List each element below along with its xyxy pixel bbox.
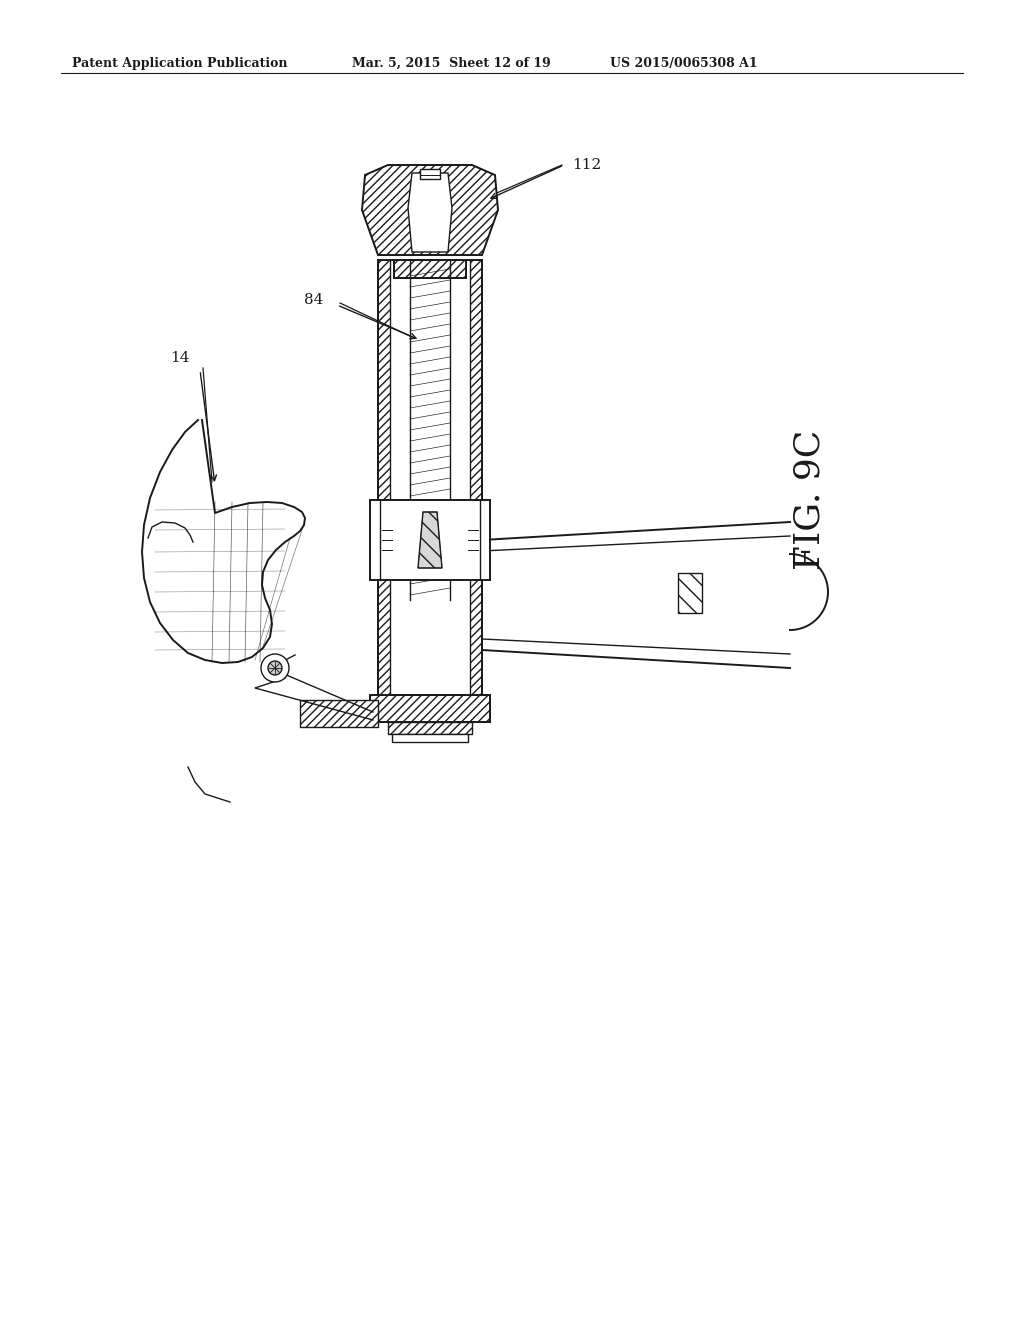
Text: 112: 112: [572, 158, 601, 172]
Bar: [378, 260, 482, 710]
Polygon shape: [408, 173, 452, 252]
Text: FIG. 9C: FIG. 9C: [793, 430, 827, 570]
Polygon shape: [418, 512, 442, 568]
Bar: [388, 722, 472, 734]
Bar: [394, 260, 466, 279]
Bar: [392, 734, 468, 742]
Text: Patent Application Publication: Patent Application Publication: [72, 57, 288, 70]
Bar: [678, 573, 702, 612]
Text: US 2015/0065308 A1: US 2015/0065308 A1: [610, 57, 758, 70]
Polygon shape: [300, 700, 378, 727]
Bar: [370, 696, 490, 722]
Bar: [420, 169, 440, 180]
Bar: [370, 500, 490, 579]
Bar: [470, 260, 482, 710]
Bar: [394, 260, 466, 279]
Polygon shape: [362, 165, 498, 255]
Bar: [370, 696, 490, 722]
Bar: [388, 722, 472, 734]
Text: 84: 84: [304, 293, 323, 308]
Circle shape: [261, 653, 289, 682]
Circle shape: [268, 661, 282, 675]
Text: Mar. 5, 2015  Sheet 12 of 19: Mar. 5, 2015 Sheet 12 of 19: [352, 57, 551, 70]
Bar: [378, 260, 390, 710]
Bar: [678, 573, 702, 612]
Text: 14: 14: [171, 351, 190, 366]
Polygon shape: [142, 420, 305, 663]
